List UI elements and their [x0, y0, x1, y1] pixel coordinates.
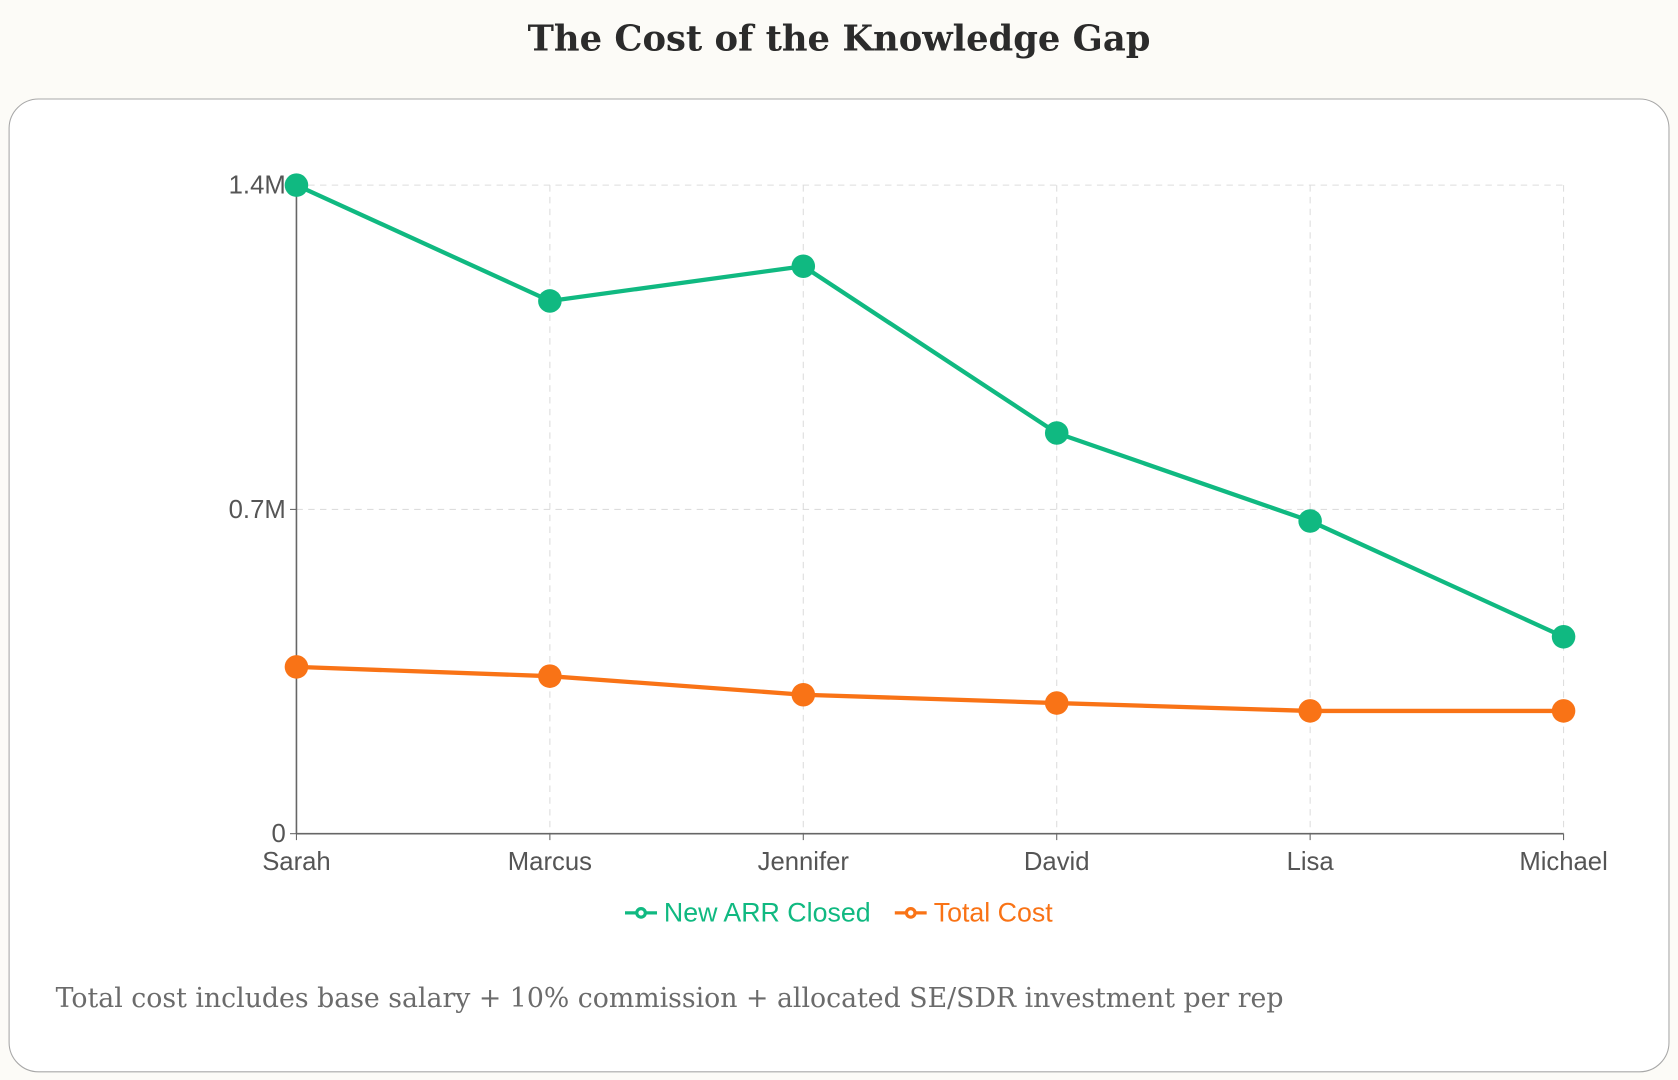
chart-card — [8, 98, 1670, 1073]
y-tick-label: 0 — [271, 820, 285, 848]
x-tick-label: Jennifer — [758, 848, 850, 876]
data-point — [1298, 699, 1322, 723]
data-point — [284, 655, 309, 679]
data-point — [791, 682, 816, 707]
y-tick-label: 0.7M — [229, 496, 286, 524]
data-point — [791, 254, 816, 278]
data-point — [284, 173, 309, 197]
legend-line-icon — [625, 906, 658, 919]
data-point — [1044, 421, 1069, 445]
chart-title: The Cost of the Knowledge Gap — [527, 17, 1151, 59]
x-tick-label: Lisa — [1287, 848, 1335, 876]
legend-line-icon — [895, 906, 928, 919]
x-tick-label: Marcus — [508, 848, 592, 876]
data-point — [1551, 699, 1576, 723]
x-tick-label: Michael — [1519, 848, 1607, 876]
legend-item-arr[interactable]: New ARR Closed — [625, 897, 871, 928]
series-line-total-cost — [296, 664, 1564, 714]
x-tick-label: David — [1024, 848, 1090, 876]
legend-label: New ARR Closed — [663, 897, 871, 928]
x-tick-label: Sarah — [262, 848, 331, 876]
data-point — [1044, 691, 1069, 715]
legend: New ARR Closed Total Cost — [0, 897, 1678, 929]
legend-item-cost[interactable]: Total Cost — [895, 897, 1053, 928]
data-point — [538, 664, 562, 688]
series-line-new-arr — [295, 183, 1565, 639]
y-tick-label: 1.4M — [229, 172, 286, 200]
data-point — [1551, 625, 1576, 649]
data-point — [1298, 509, 1322, 533]
legend-label: Total Cost — [933, 897, 1053, 928]
data-point — [538, 289, 562, 313]
footnote: Total cost includes base salary + 10% co… — [55, 982, 1284, 1014]
